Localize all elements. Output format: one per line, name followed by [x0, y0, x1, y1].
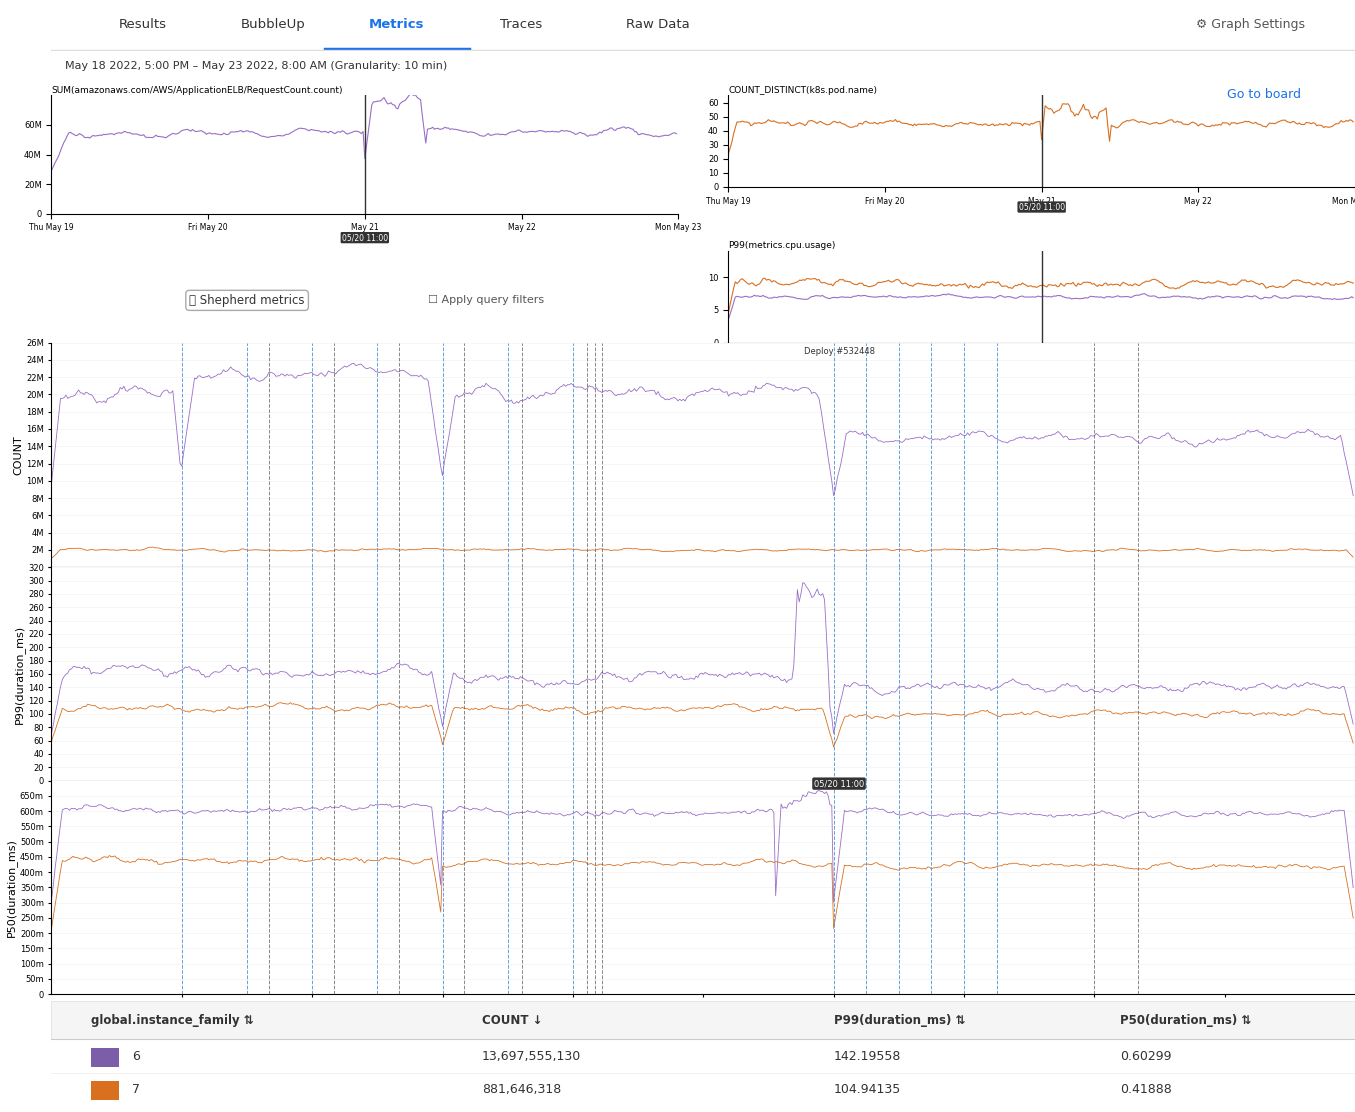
- Text: P50(duration_ms) ⇅: P50(duration_ms) ⇅: [1121, 1013, 1252, 1026]
- Y-axis label: P50(duration_ms): P50(duration_ms): [7, 838, 18, 936]
- Text: 📈 Shepherd metrics: 📈 Shepherd metrics: [190, 294, 305, 307]
- Text: ⚙ Graph Settings: ⚙ Graph Settings: [1196, 18, 1305, 31]
- Text: May 18 2022, 5:00 PM – May 23 2022, 8:00 AM (Granularity: 10 min): May 18 2022, 5:00 PM – May 23 2022, 8:00…: [65, 61, 447, 71]
- Text: 6: 6: [133, 1050, 140, 1063]
- Text: ☐ Apply query filters: ☐ Apply query filters: [427, 296, 543, 306]
- Text: 05/20 11:00: 05/20 11:00: [814, 780, 864, 788]
- Text: Deploy #532448: Deploy #532448: [804, 347, 874, 356]
- Text: Results: Results: [119, 18, 167, 31]
- Text: 7: 7: [133, 1083, 141, 1096]
- Text: global.instance_family ⇅: global.instance_family ⇅: [91, 1013, 253, 1026]
- Text: 05/20 11:00: 05/20 11:00: [1019, 202, 1065, 211]
- Text: 142.19558: 142.19558: [833, 1050, 901, 1063]
- Bar: [91, 1081, 119, 1100]
- Text: SUM(amazonaws.com/AWS/ApplicationELB/RequestCount.count): SUM(amazonaws.com/AWS/ApplicationELB/Req…: [51, 86, 343, 95]
- Text: Go to board: Go to board: [1226, 88, 1301, 101]
- Bar: [91, 1049, 119, 1068]
- Text: Metrics: Metrics: [369, 18, 424, 31]
- Text: COUNT ↓: COUNT ↓: [481, 1013, 542, 1026]
- Text: 881,646,318: 881,646,318: [481, 1083, 561, 1096]
- Text: 0.41888: 0.41888: [1121, 1083, 1172, 1096]
- Text: 05/20 11:00: 05/20 11:00: [341, 234, 388, 242]
- Text: P99(duration_ms) ⇅: P99(duration_ms) ⇅: [833, 1013, 965, 1026]
- Text: 13,697,555,130: 13,697,555,130: [481, 1050, 581, 1063]
- Text: P99(metrics.cpu.usage): P99(metrics.cpu.usage): [729, 241, 836, 250]
- Text: COUNT_DISTINCT(k8s.pod.name): COUNT_DISTINCT(k8s.pod.name): [729, 86, 877, 95]
- Y-axis label: COUNT: COUNT: [14, 435, 23, 475]
- Y-axis label: P99(duration_ms): P99(duration_ms): [15, 624, 26, 724]
- Text: 0.60299: 0.60299: [1121, 1050, 1172, 1063]
- Text: BubbleUp: BubbleUp: [241, 18, 305, 31]
- Text: 104.94135: 104.94135: [833, 1083, 901, 1096]
- Text: Traces: Traces: [500, 18, 542, 31]
- Text: Raw Data: Raw Data: [626, 18, 690, 31]
- Text: 05/20 11:00: 05/20 11:00: [1019, 358, 1065, 367]
- FancyBboxPatch shape: [51, 1001, 1355, 1039]
